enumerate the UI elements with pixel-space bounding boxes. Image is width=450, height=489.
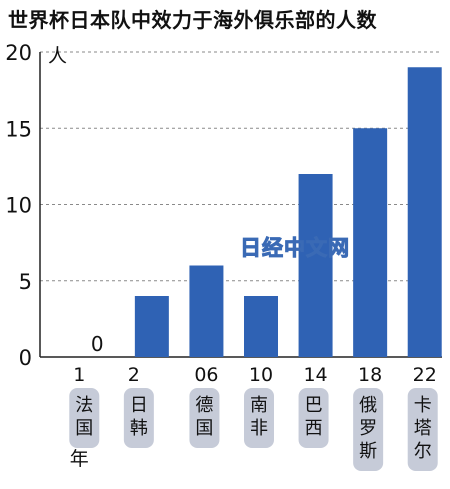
y-axis: 0 5 10 15 20 人	[5, 41, 442, 370]
x-year-label: 06	[194, 364, 218, 386]
x-year-label: 18	[358, 364, 382, 386]
x-axis-labels: 1998年法国2002日韩06德国10南非14巴西18俄罗斯22卡塔尔	[69, 364, 438, 471]
host-country-pill	[298, 388, 329, 448]
host-country-char: 西	[305, 418, 323, 439]
host-country-char: 俄	[359, 395, 377, 416]
host-country-char: 巴	[305, 395, 323, 416]
host-country-char: 法	[75, 395, 93, 416]
host-country-char: 罗	[359, 418, 377, 439]
bar	[353, 128, 388, 357]
host-country-char: 日	[130, 395, 148, 416]
bar	[407, 67, 442, 357]
bars: 0	[91, 67, 442, 357]
host-country-char: 尔	[414, 441, 432, 462]
watermark: 日经中文网	[240, 236, 350, 261]
host-country-char: 韩	[130, 418, 148, 439]
host-country-pill	[189, 388, 220, 448]
x-year-label: 22	[413, 364, 437, 386]
host-country-pill	[69, 388, 100, 448]
bar	[298, 174, 333, 357]
bar	[244, 296, 278, 357]
grid-lines	[40, 51, 442, 282]
x-year-label-char: 年	[70, 448, 89, 470]
host-country-pill	[353, 388, 384, 471]
y-tick-label: 0	[19, 346, 32, 370]
bar	[189, 265, 224, 357]
host-country-char: 卡	[414, 395, 432, 416]
y-unit-label: 人	[48, 45, 67, 67]
host-country-char: 非	[250, 418, 268, 439]
host-country-pill	[244, 388, 274, 448]
bar-data-label: 0	[91, 332, 104, 356]
x-year-label: 14	[303, 364, 327, 386]
x-year-label: 10	[249, 364, 273, 386]
host-country-char: 国	[75, 418, 93, 439]
host-country-pill	[407, 388, 438, 471]
y-tick-label: 5	[19, 270, 32, 294]
host-country-pill	[123, 388, 154, 448]
x-year-label-char: 2	[128, 364, 140, 386]
host-country-char: 德	[195, 395, 213, 416]
host-country-char: 塔	[414, 418, 432, 439]
host-country-char: 国	[195, 418, 213, 439]
y-tick-label: 20	[5, 41, 32, 65]
host-country-char: 南	[250, 395, 268, 416]
y-tick-label: 10	[5, 194, 32, 218]
chart-title: 世界杯日本队中效力于海外俱乐部的人数	[8, 8, 377, 32]
y-tick-label: 15	[5, 117, 32, 141]
host-country-char: 斯	[359, 441, 377, 462]
bar	[134, 296, 169, 357]
x-year-label-char: 1	[73, 364, 85, 386]
